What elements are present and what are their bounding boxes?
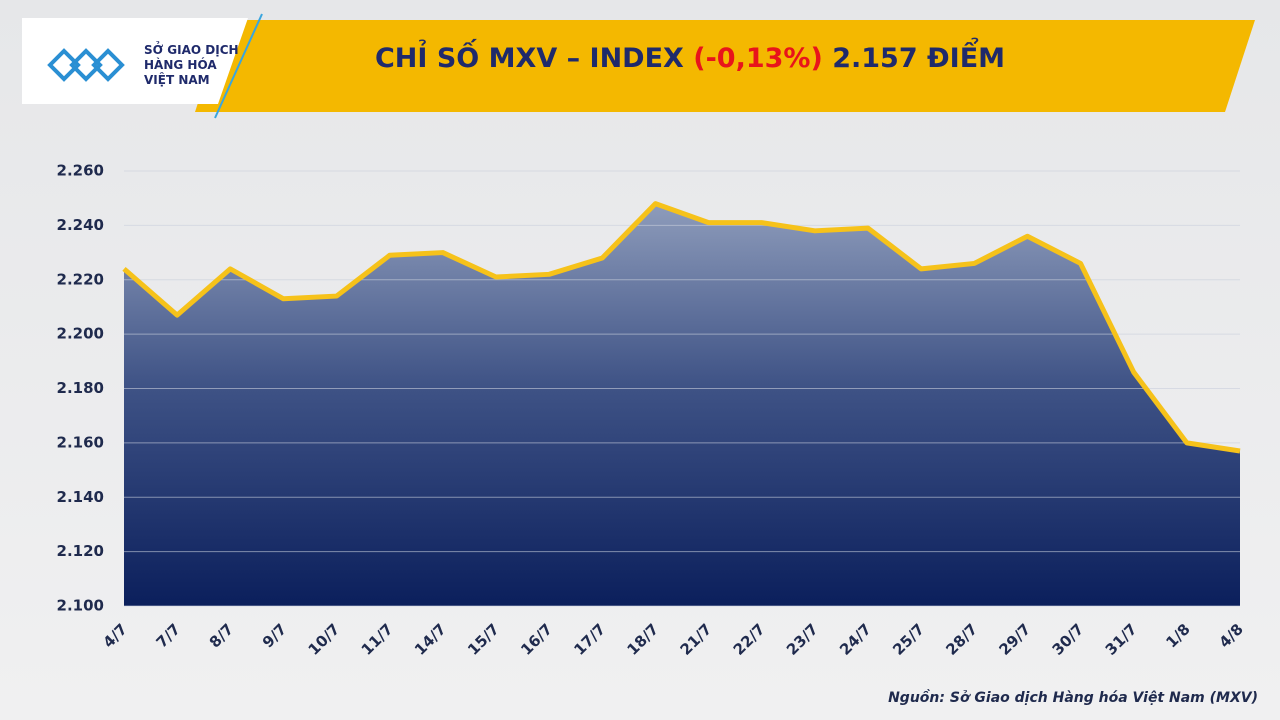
- y-tick-label: 2.140: [57, 488, 104, 506]
- logo-text: HÀNG HÓA: [144, 57, 217, 72]
- title-part: (-0,13%): [693, 43, 823, 74]
- y-tick-label: 2.220: [57, 270, 104, 288]
- y-tick-label: 2.160: [57, 433, 104, 451]
- logo-text: SỞ GIAO DỊCH: [144, 41, 239, 57]
- logo-box: [22, 18, 248, 104]
- y-tick-label: 2.200: [57, 325, 104, 343]
- header-band: [195, 20, 1255, 112]
- logo-icon: [47, 48, 125, 82]
- logo-accent: [214, 13, 263, 119]
- y-tick-label: 2.100: [57, 597, 104, 615]
- y-tick-label: 2.240: [57, 216, 104, 234]
- y-tick-label: 2.260: [57, 162, 104, 180]
- y-tick-label: 2.180: [57, 379, 104, 397]
- line: [122, 201, 1241, 454]
- logo-text: VIỆT NAM: [144, 72, 210, 87]
- area-fill: [124, 203, 1240, 606]
- title-part: CHỈ SỐ MXV – INDEX: [375, 38, 684, 74]
- chart-title: CHỈ SỐ MXV – INDEX (-0,13%) 2.157 ĐIỂM: [375, 37, 1005, 74]
- title-part: 2.157 ĐIỂM: [832, 37, 1005, 74]
- source-note: Nguồn: Sở Giao dịch Hàng hóa Việt Nam (M…: [888, 689, 1258, 706]
- y-tick-label: 2.120: [57, 542, 104, 560]
